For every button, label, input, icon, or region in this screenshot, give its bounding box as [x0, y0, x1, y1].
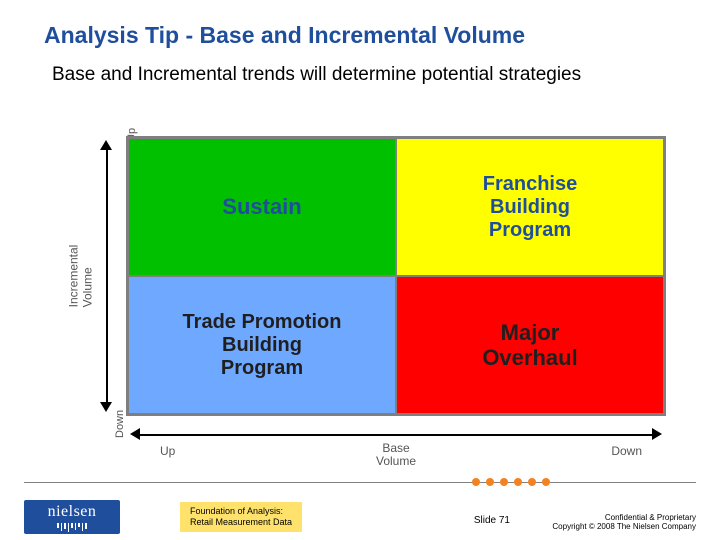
logo-bars-icon: [57, 523, 87, 532]
slide-subtitle: Base and Incremental trends will determi…: [0, 49, 720, 87]
arrow-down-icon: [100, 402, 112, 412]
quadrant-bottom-left: Trade PromotionBuildingProgram: [129, 277, 395, 413]
quadrant-matrix: IncrementalVolume Up Down Sustain Franch…: [68, 136, 674, 436]
slide-number: Slide 71: [474, 515, 510, 526]
y-axis-down-label: Down: [114, 398, 126, 438]
quadrant-bottom-right: MajorOverhaul: [397, 277, 663, 413]
x-axis-label: BaseVolume: [126, 442, 666, 468]
x-axis-right-label: Down: [611, 444, 642, 458]
quadrant-grid: Sustain FranchiseBuildingProgram Trade P…: [126, 136, 666, 416]
nielsen-logo: nielsen: [24, 500, 120, 534]
quadrant-top-right: FranchiseBuildingProgram: [397, 139, 663, 275]
footer-source: Foundation of Analysis: Retail Measureme…: [180, 502, 302, 532]
slide-footer: nielsen Foundation of Analysis: Retail M…: [0, 482, 720, 540]
arrow-right-icon: [652, 428, 662, 440]
footer-rule: [24, 482, 696, 483]
confidential-notice: Confidential & Proprietary Copyright © 2…: [552, 513, 696, 532]
arrow-left-icon: [130, 428, 140, 440]
footer-dots: [472, 478, 550, 486]
slide-title: Analysis Tip - Base and Incremental Volu…: [0, 0, 720, 49]
x-axis: Up BaseVolume Down: [126, 422, 666, 466]
y-axis-arrow: Up Down: [96, 136, 118, 416]
quadrant-top-left: Sustain: [129, 139, 395, 275]
y-axis-label: IncrementalVolume: [68, 136, 92, 416]
